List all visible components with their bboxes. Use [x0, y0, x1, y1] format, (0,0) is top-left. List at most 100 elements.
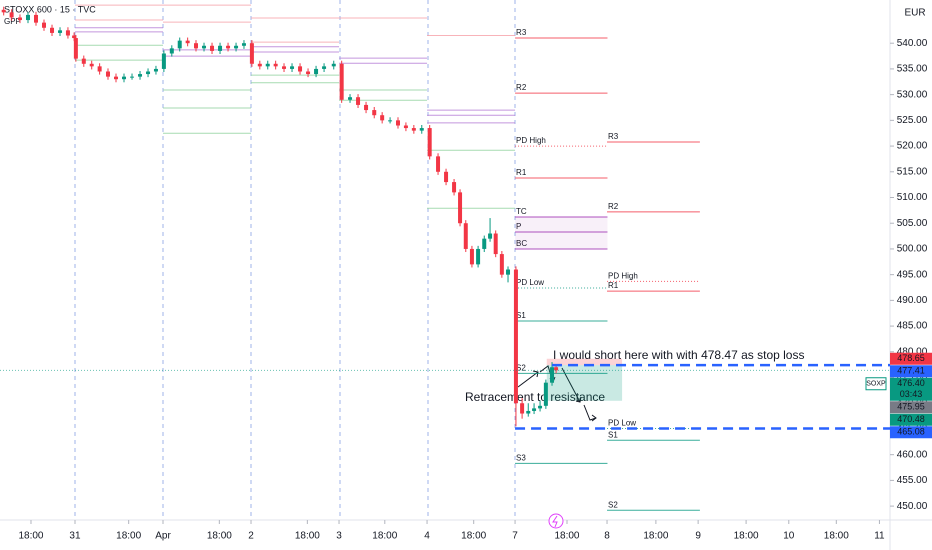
x-tick-label: 18:00 [824, 531, 849, 542]
y-tick-label: 480.00 [897, 346, 928, 357]
candle-body [532, 408, 537, 411]
pivot-label: P [516, 222, 521, 231]
stop-zone [546, 358, 623, 366]
x-tick-label: 8 [604, 531, 610, 542]
symbol-tag: SOXP [866, 381, 886, 388]
x-tick-label: 18:00 [372, 531, 397, 542]
cpr-band [515, 217, 608, 249]
candle-body [9, 12, 14, 18]
candle-body [218, 45, 223, 51]
candle-body [210, 45, 215, 51]
x-tick-label: 11 [874, 531, 885, 542]
price-label: 478.65 [897, 353, 925, 363]
candle-body [543, 382, 548, 406]
x-tick-label: 18:00 [18, 531, 43, 542]
candle-body [458, 192, 463, 224]
candle-body [436, 156, 441, 172]
candle-body [1, 9, 6, 13]
y-tick-label: 540.00 [897, 38, 928, 49]
candle-body [476, 248, 481, 265]
x-tick-label: 18:00 [207, 531, 232, 542]
candle-body [520, 403, 525, 414]
candle-body [282, 66, 287, 69]
candle-body [411, 128, 416, 131]
x-tick-label: 10 [783, 531, 795, 542]
pivot-label: S2 [608, 500, 618, 509]
price-label-box [890, 377, 932, 401]
candle-body [226, 45, 231, 49]
chart-title: STOXX 600 · 15 · TVC [4, 4, 96, 14]
candle-body [550, 367, 555, 383]
candle-body [348, 97, 353, 100]
x-tick-label: 18:00 [116, 531, 141, 542]
candle-body [526, 410, 531, 414]
x-tick-label: 2 [248, 531, 254, 542]
candle-body [513, 269, 518, 404]
y-tick-label: 530.00 [897, 89, 928, 100]
candle-body [356, 97, 361, 105]
candle-body [396, 120, 401, 126]
y-tick-label: 510.00 [897, 192, 928, 203]
currency: EUR [904, 8, 925, 19]
candle-body [122, 76, 127, 80]
candle-body [482, 238, 487, 249]
x-tick-label: 3 [336, 531, 342, 542]
x-tick-label: 7 [512, 531, 518, 542]
price-label-box [890, 352, 932, 365]
candle-body [463, 223, 468, 249]
candle-body [538, 405, 543, 409]
y-tick-label: 490.00 [897, 295, 928, 306]
candle-body [298, 66, 303, 72]
y-tick-label: 500.00 [897, 244, 928, 255]
x-tick-label: Apr [155, 531, 171, 542]
pivot-label: R3 [516, 28, 527, 37]
price-label: 477.41 [897, 366, 925, 376]
candle-body [452, 182, 457, 193]
countdown: 03:43 [900, 389, 923, 399]
event-icon-bolt [552, 515, 558, 528]
price-label: 475.95 [897, 402, 925, 412]
candle-body [65, 30, 70, 36]
y-tick-label: 535.00 [897, 64, 928, 75]
pivot-label: PD High [608, 271, 638, 280]
candle-body [372, 110, 377, 116]
candle-body [89, 63, 94, 67]
price-label: 470.48 [897, 414, 925, 424]
candle-body [306, 71, 311, 75]
candle-body [234, 45, 239, 49]
event-icon[interactable] [548, 513, 564, 529]
candle-body [33, 14, 38, 23]
candle-body [265, 63, 270, 67]
pivot-label: PD High [516, 136, 546, 145]
annotation: I would short here with with 478.47 as s… [553, 348, 804, 362]
x-tick-label: 18:00 [734, 531, 759, 542]
candle-body [506, 269, 511, 275]
candle-body [331, 63, 336, 67]
y-tick-label: 455.00 [897, 475, 928, 486]
x-tick-label: 31 [69, 531, 81, 542]
pivot-label: R1 [516, 168, 527, 177]
candle-body [194, 43, 199, 49]
y-tick-label: 520.00 [897, 141, 928, 152]
arrow [517, 370, 539, 388]
candle-body [42, 22, 47, 28]
y-tick-label: 460.00 [897, 449, 928, 460]
price-label: 465.08 [897, 427, 925, 437]
pivot-label: R3 [608, 132, 619, 141]
price-label-box [890, 413, 932, 426]
candle-body [257, 63, 262, 67]
candle-body [146, 71, 151, 75]
candle-body [114, 76, 119, 80]
y-tick-label: 485.00 [897, 321, 928, 332]
candle-body [273, 63, 278, 67]
pivot-label: R2 [608, 202, 619, 211]
y-tick-label: 515.00 [897, 166, 928, 177]
y-tick-label: 495.00 [897, 269, 928, 280]
candle-body [249, 43, 254, 64]
price-label-box [890, 426, 932, 439]
candle-body [130, 76, 135, 78]
candle-body [25, 14, 30, 21]
candle-body [58, 30, 63, 33]
annotation: Retracement to resistance [465, 390, 605, 404]
candle-body [177, 40, 182, 49]
